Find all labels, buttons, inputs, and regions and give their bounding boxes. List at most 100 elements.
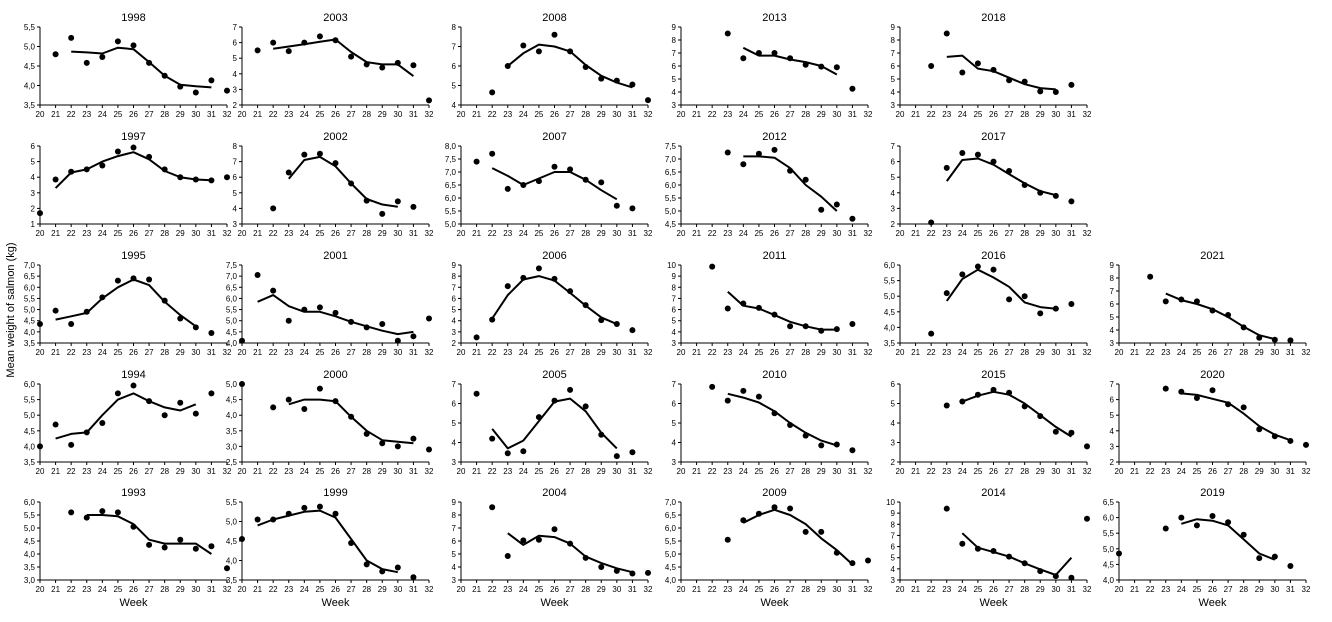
x-tick-label: 23 — [723, 585, 732, 594]
data-point — [1193, 298, 1200, 305]
data-point — [865, 557, 871, 564]
y-tick-label: 8 — [891, 36, 896, 45]
x-tick-label: 20 — [896, 348, 905, 357]
data-point — [740, 300, 747, 307]
x-tick-label: 24 — [958, 110, 967, 119]
y-tick-label: 4,5 — [665, 220, 677, 229]
x-axis-label: Week — [761, 597, 789, 609]
x-tick-label: 25 — [315, 348, 324, 357]
x-tick-label: 20 — [457, 348, 466, 357]
x-tick-label: 31 — [848, 585, 857, 594]
data-point — [239, 536, 245, 543]
x-tick-label: 27 — [347, 348, 356, 357]
x-tick-label: 21 — [1130, 467, 1139, 476]
data-point — [849, 560, 856, 567]
x-tick-label: 31 — [628, 348, 637, 357]
x-tick-label: 31 — [1067, 348, 1076, 357]
data-point — [301, 39, 308, 46]
y-tick-label: 8 — [452, 23, 457, 32]
x-tick-label: 20 — [36, 348, 45, 357]
data-point — [771, 146, 778, 153]
y-tick-label: 5,0 — [884, 292, 896, 301]
x-tick-label: 31 — [848, 110, 857, 119]
trend-line — [54, 151, 212, 189]
panel-title: 2000 — [323, 369, 347, 381]
x-tick-label: 31 — [848, 467, 857, 476]
data-point — [1037, 189, 1044, 196]
data-point — [224, 87, 230, 94]
x-tick-label: 22 — [67, 467, 76, 476]
y-tick-label: 4,0 — [226, 339, 238, 348]
x-tick-label: 26 — [550, 348, 559, 357]
y-tick-label: 3,0 — [226, 442, 238, 451]
trend-line — [273, 38, 414, 77]
x-tick-label: 25 — [1192, 585, 1201, 594]
y-tick-label: 5 — [452, 550, 457, 559]
panel-2013: 2013 3 4 5 6 7 8 9 20 21 22 23 24 25 26 27 28 29 30 31 32 — [672, 12, 873, 119]
x-tick-label: 21 — [253, 110, 262, 119]
data-point — [1021, 182, 1028, 188]
data-point — [363, 561, 370, 568]
data-point — [394, 59, 401, 66]
x-tick-label: 24 — [98, 110, 107, 119]
y-tick-label: 5,5 — [226, 306, 238, 315]
y-tick-label: 3,5 — [24, 458, 36, 467]
x-tick-label: 27 — [566, 229, 575, 238]
data-point — [410, 333, 417, 340]
y-tick-label: 5 — [672, 317, 677, 326]
data-point — [348, 539, 355, 546]
x-tick-label: 32 — [644, 585, 653, 594]
x-tick-label: 20 — [1115, 467, 1124, 476]
x-tick-label: 31 — [1286, 585, 1295, 594]
trend-line — [55, 392, 197, 440]
x-tick-label: 25 — [973, 229, 982, 238]
x-tick-label: 29 — [817, 467, 826, 476]
data-point — [379, 440, 386, 447]
x-tick-label: 31 — [848, 348, 857, 357]
y-tick-label: 5 — [31, 158, 36, 167]
trend-line — [727, 392, 838, 447]
y-tick-label: 8 — [1110, 274, 1115, 283]
y-tick-label: 7,5 — [445, 155, 457, 164]
data-point — [1240, 404, 1247, 411]
x-tick-label: 29 — [1036, 467, 1045, 476]
data-point — [146, 398, 153, 405]
y-tick-label: 6,0 — [665, 524, 677, 533]
x-tick-label: 22 — [488, 585, 497, 594]
data-point — [1116, 550, 1122, 557]
x-tick-label: 21 — [911, 110, 920, 119]
y-tick-label: 4 — [1110, 427, 1115, 436]
data-point — [1287, 562, 1294, 569]
data-point — [363, 324, 370, 331]
x-tick-label: 32 — [1083, 229, 1092, 238]
x-tick-label: 24 — [1177, 585, 1186, 594]
data-point — [83, 59, 90, 66]
x-tick-label: 29 — [817, 229, 826, 238]
x-tick-label: 28 — [362, 110, 371, 119]
x-tick-label: 24 — [98, 229, 107, 238]
data-point — [83, 514, 90, 521]
trend-line — [86, 514, 212, 555]
data-point — [37, 210, 43, 217]
data-point — [645, 569, 651, 576]
x-tick-label: 32 — [1302, 348, 1311, 357]
x-tick-label: 27 — [347, 585, 356, 594]
x-tick-label: 29 — [597, 467, 606, 476]
y-tick-label: 7,0 — [226, 272, 238, 281]
panel-title: 2005 — [542, 369, 566, 381]
y-tick-label: 4 — [672, 88, 677, 97]
trend-line — [1181, 518, 1276, 561]
data-point — [130, 144, 137, 151]
x-tick-label: 28 — [581, 585, 590, 594]
x-tick-label: 23 — [723, 229, 732, 238]
data-point — [208, 177, 215, 184]
x-tick-label: 32 — [425, 348, 434, 357]
x-tick-label: 24 — [739, 467, 748, 476]
data-point — [208, 77, 215, 84]
x-tick-label: 25 — [973, 348, 982, 357]
x-tick-label: 25 — [754, 585, 763, 594]
y-tick-label: 6 — [233, 39, 238, 48]
x-tick-label: 32 — [223, 585, 232, 594]
x-tick-label: 30 — [393, 348, 402, 357]
x-tick-label: 21 — [253, 467, 262, 476]
